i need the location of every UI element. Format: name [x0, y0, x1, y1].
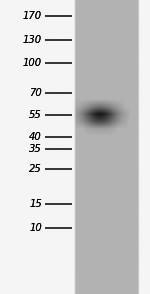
Text: 10: 10: [29, 223, 42, 233]
Text: 15: 15: [29, 199, 42, 209]
Text: 40: 40: [29, 132, 42, 142]
Text: 10: 10: [29, 223, 42, 233]
Text: 170: 170: [23, 11, 42, 21]
Text: 100: 100: [23, 58, 42, 68]
Text: 70: 70: [29, 88, 42, 98]
Bar: [75, 0, 140, 294]
Text: 55: 55: [29, 110, 42, 120]
Text: 55: 55: [29, 110, 42, 120]
Text: 35: 35: [29, 144, 42, 154]
Text: 100: 100: [23, 58, 42, 68]
Text: 15: 15: [29, 199, 42, 209]
Text: 130: 130: [23, 35, 42, 45]
Text: 35: 35: [29, 144, 42, 154]
Text: 25: 25: [29, 164, 42, 174]
Text: 130: 130: [23, 35, 42, 45]
Text: 170: 170: [23, 11, 42, 21]
Text: 40: 40: [29, 132, 42, 142]
Text: 70: 70: [29, 88, 42, 98]
Text: 25: 25: [29, 164, 42, 174]
